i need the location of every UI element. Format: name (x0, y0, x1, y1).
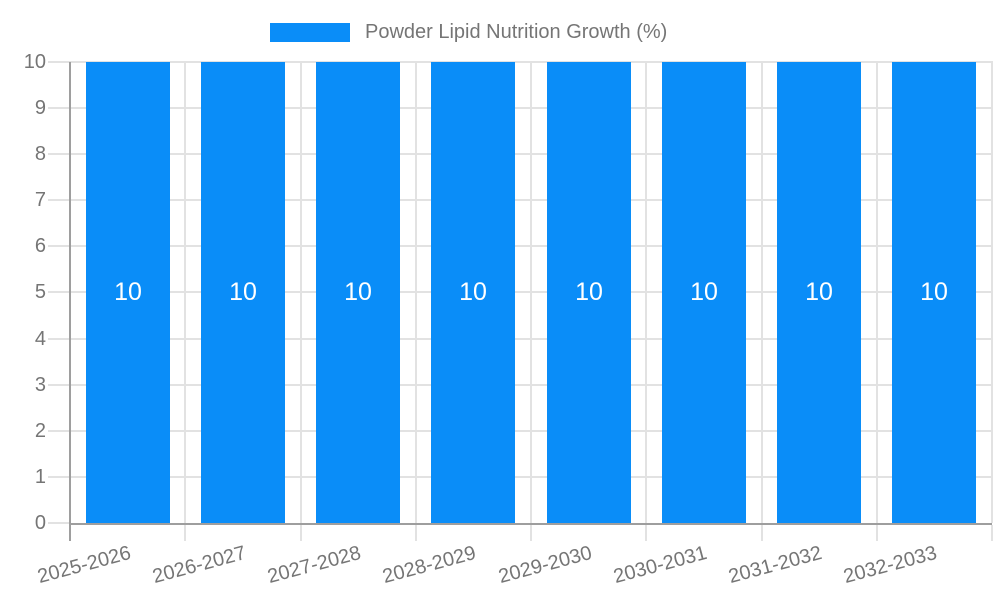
y-axis-label: 9 (34, 97, 46, 119)
x-axis-label: 2026-2027 (150, 542, 249, 589)
x-axis-line (70, 523, 992, 525)
x-axis-tick (530, 525, 532, 541)
gridline-vertical (761, 61, 763, 523)
y-axis-label: 4 (34, 328, 46, 350)
gridline-vertical (876, 61, 878, 523)
bar-value-label: 10 (920, 278, 948, 306)
y-axis-tick (48, 199, 70, 201)
y-axis-line (69, 62, 71, 541)
gridline-vertical (415, 61, 417, 523)
y-axis-tick (48, 153, 70, 155)
x-axis-tick (645, 525, 647, 541)
y-axis-label: 6 (34, 235, 46, 257)
y-axis-label: 3 (34, 374, 46, 396)
bar-value-label: 10 (690, 278, 718, 306)
x-axis-tick (761, 525, 763, 541)
y-axis-label: 5 (34, 281, 46, 303)
bar[interactable]: 10 (662, 62, 746, 523)
x-axis-label: 2029-2030 (496, 542, 595, 589)
bar[interactable]: 10 (431, 62, 515, 523)
y-axis-tick (48, 384, 70, 386)
y-axis-tick (48, 522, 70, 524)
y-axis-tick (48, 338, 70, 340)
legend-label: Powder Lipid Nutrition Growth (%) (365, 21, 668, 43)
gridline-vertical (530, 61, 532, 523)
x-axis-label: 2031-2032 (726, 542, 825, 589)
x-axis-label: 2027-2028 (265, 542, 364, 589)
y-axis-tick (48, 476, 70, 478)
y-axis-tick (48, 430, 70, 432)
bar-value-label: 10 (229, 278, 257, 306)
y-axis-tick (48, 245, 70, 247)
y-axis-label: 7 (34, 189, 46, 211)
gridline-vertical (300, 61, 302, 523)
legend-item[interactable]: Powder Lipid Nutrition Growth (%) (270, 21, 668, 43)
x-axis-tick (991, 525, 993, 541)
bar-value-label: 10 (459, 278, 487, 306)
x-axis-label: 2025-2026 (35, 542, 134, 589)
x-axis-label: 2030-2031 (611, 542, 710, 589)
bar[interactable]: 10 (777, 62, 861, 523)
y-axis-label: 1 (34, 466, 46, 488)
bar-value-label: 10 (344, 278, 372, 306)
legend-swatch-icon (270, 23, 350, 42)
y-axis-tick (48, 291, 70, 293)
y-axis-label: 10 (23, 51, 46, 73)
y-axis-label: 8 (34, 143, 46, 165)
gridline-vertical (184, 61, 186, 523)
y-axis-tick (48, 61, 70, 63)
bar-value-label: 10 (114, 278, 142, 306)
y-axis-tick (48, 107, 70, 109)
bar[interactable]: 10 (547, 62, 631, 523)
x-axis-tick (415, 525, 417, 541)
x-axis-tick (876, 525, 878, 541)
y-axis-label: 0 (34, 512, 46, 534)
bar[interactable]: 10 (316, 62, 400, 523)
bar[interactable]: 10 (892, 62, 976, 523)
gridline-vertical (991, 61, 993, 523)
bar-value-label: 10 (805, 278, 833, 306)
x-axis-tick (184, 525, 186, 541)
x-axis-tick (300, 525, 302, 541)
gridline-vertical (645, 61, 647, 523)
bar[interactable]: 10 (86, 62, 170, 523)
x-axis-label: 2028-2029 (380, 542, 479, 589)
bar[interactable]: 10 (201, 62, 285, 523)
x-axis-label: 2032-2033 (841, 542, 940, 589)
bar-value-label: 10 (575, 278, 603, 306)
y-axis-label: 2 (34, 420, 46, 442)
